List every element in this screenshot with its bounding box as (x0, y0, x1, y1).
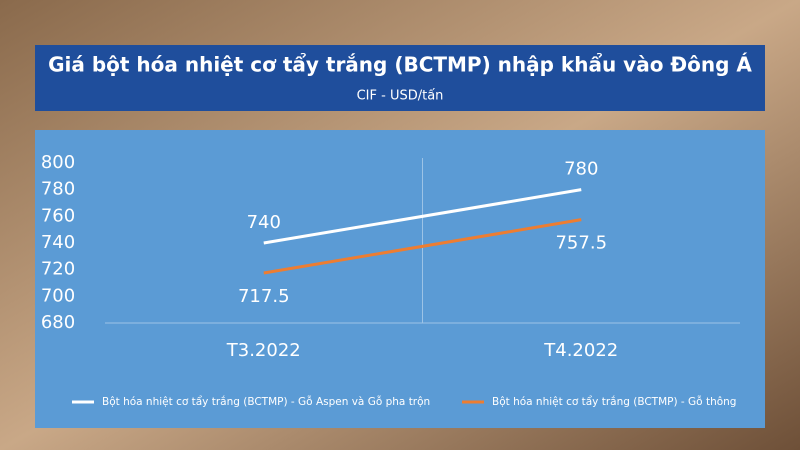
y-tick-label: 760 (41, 205, 75, 226)
legend-label: Bột hóa nhiệt cơ tẩy trắng (BCTMP) - Gỗ … (492, 395, 736, 408)
title-banner (35, 45, 765, 111)
y-tick-label: 700 (41, 285, 75, 306)
chart-subtitle: CIF - USD/tấn (357, 89, 444, 104)
chart-panel (35, 130, 765, 428)
chart-title: Giá bột hóa nhiệt cơ tẩy trắng (BCTMP) n… (48, 53, 752, 77)
data-label: 740 (247, 212, 281, 233)
y-tick-label: 780 (41, 179, 75, 200)
y-tick-label: 720 (41, 259, 75, 280)
legend-label: Bột hóa nhiệt cơ tẩy trắng (BCTMP) - Gỗ … (102, 395, 430, 408)
y-tick-label: 740 (41, 232, 75, 253)
x-tick-label: T4.2022 (543, 340, 618, 361)
x-tick-label: T3.2022 (226, 340, 301, 361)
series-line (263, 218, 582, 275)
y-tick-label: 680 (41, 312, 75, 333)
data-label: 757.5 (555, 233, 607, 254)
series-line (263, 188, 582, 245)
data-label: 717.5 (238, 286, 290, 307)
data-label: 780 (564, 159, 598, 180)
y-tick-label: 800 (41, 152, 75, 173)
